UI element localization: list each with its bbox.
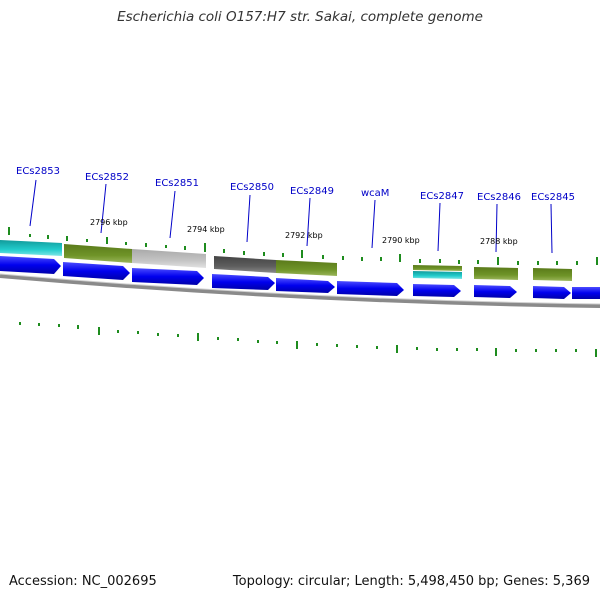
upper-ticks: [8, 227, 598, 265]
accession-label: Accession: NC_002695: [9, 574, 157, 589]
cog-block-cyan: [0, 240, 62, 256]
cds-arrow: [413, 284, 461, 297]
genome-backbone-highlight: [0, 273, 600, 305]
cog-block-olive: [276, 260, 337, 276]
kbp-label: 2790 kbp: [382, 236, 420, 245]
cds-arrow-ring: [0, 256, 600, 299]
cds-arrow: [337, 281, 404, 296]
cog-block-gray: [132, 249, 206, 268]
gene-label: ECs2852: [85, 172, 129, 183]
gene-label: ECs2845: [531, 192, 575, 203]
gene-leader-lines: [29, 179, 553, 254]
cog-block-olive: [533, 268, 572, 281]
cog-block-olive: [64, 244, 132, 263]
gene-label: ECs2847: [420, 191, 464, 202]
kbp-labels: 2796 kbp 2794 kbp 2792 kbp 2790 kbp 2788…: [90, 218, 518, 246]
cds-arrow: [132, 268, 204, 285]
cds-arrow: [212, 274, 275, 290]
cog-block-olive: [413, 265, 462, 271]
cds-arrow: [276, 278, 335, 293]
gene-labels: ECs2853 ECs2852 ECs2851 ECs2850 ECs2849 …: [16, 166, 575, 203]
lower-ticks: [19, 322, 597, 357]
gene-label: ECs2849: [290, 186, 334, 197]
cds-arrow: [474, 285, 517, 298]
gene-label: ECs2851: [155, 178, 199, 189]
gene-label: ECs2850: [230, 182, 274, 193]
kbp-label: 2788 kbp: [480, 237, 518, 246]
cds-arrow: [533, 286, 571, 299]
cog-block-darkgray: [214, 256, 276, 273]
genome-summary: Topology: circular; Length: 5,498,450 bp…: [232, 574, 590, 589]
cog-block-olive: [474, 267, 518, 280]
gene-label: ECs2846: [477, 192, 521, 203]
gene-label: wcaM: [361, 188, 389, 199]
kbp-label: 2792 kbp: [285, 231, 323, 240]
cds-arrow: [63, 262, 130, 280]
kbp-label: 2796 kbp: [90, 218, 128, 227]
cog-block-cyan: [413, 271, 462, 279]
cds-arrow: [572, 287, 600, 299]
cds-arrow: [0, 256, 61, 274]
cog-feature-ring: [0, 240, 572, 281]
kbp-label: 2794 kbp: [187, 225, 225, 234]
genome-backbone: [0, 274, 600, 308]
map-title: Escherichia coli O157:H7 str. Sakai, com…: [117, 9, 483, 25]
gene-label: ECs2853: [16, 166, 60, 177]
